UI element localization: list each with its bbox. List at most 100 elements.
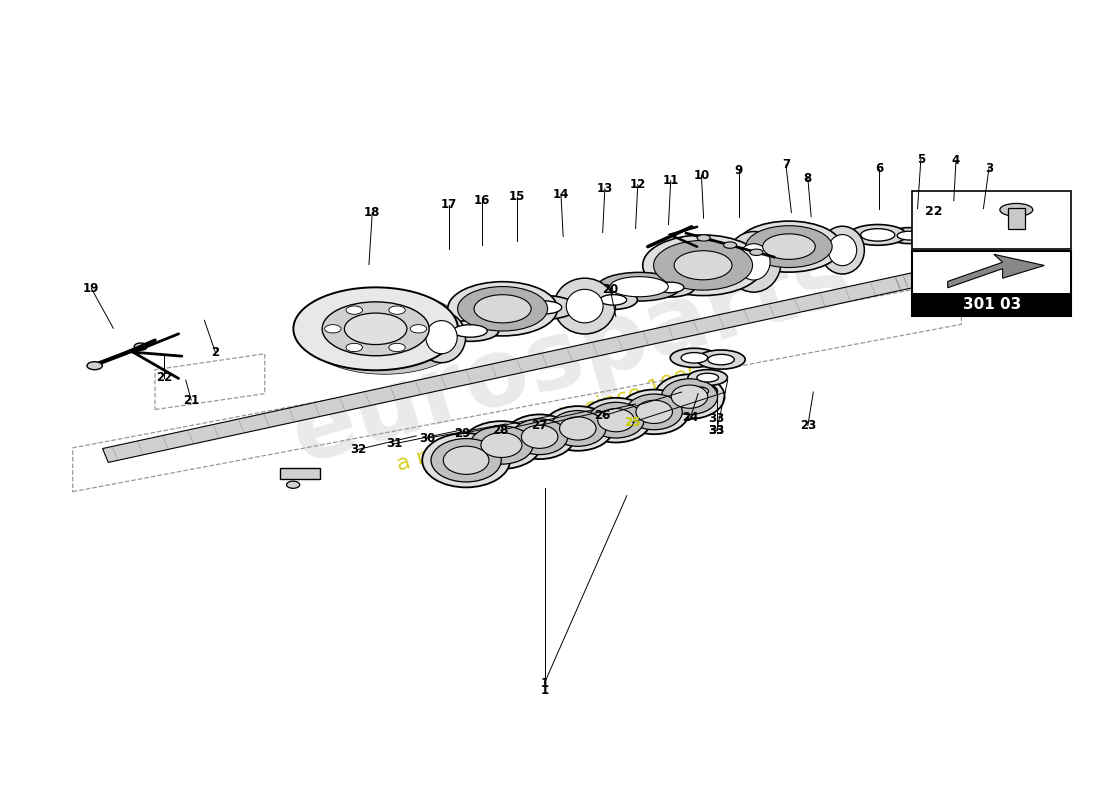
Text: 10: 10 <box>693 169 710 182</box>
Ellipse shape <box>410 325 427 333</box>
Text: 29: 29 <box>454 427 471 440</box>
Text: eurosparts: eurosparts <box>282 230 862 483</box>
Ellipse shape <box>678 383 717 399</box>
Ellipse shape <box>294 287 458 370</box>
Text: 3: 3 <box>984 162 993 175</box>
Text: 6: 6 <box>874 162 883 175</box>
Text: 14: 14 <box>553 188 569 201</box>
Bar <box>912 251 1071 316</box>
Ellipse shape <box>619 390 690 434</box>
Text: 12: 12 <box>629 178 646 191</box>
Ellipse shape <box>417 312 465 362</box>
Ellipse shape <box>736 221 842 272</box>
Ellipse shape <box>505 414 574 459</box>
Ellipse shape <box>658 282 684 293</box>
Ellipse shape <box>322 302 429 356</box>
Ellipse shape <box>849 225 906 246</box>
Text: 301 03: 301 03 <box>962 298 1021 312</box>
Text: 8: 8 <box>804 172 812 185</box>
Ellipse shape <box>688 370 727 386</box>
Ellipse shape <box>287 481 299 488</box>
Ellipse shape <box>653 241 752 290</box>
Ellipse shape <box>458 286 548 331</box>
Text: 1: 1 <box>540 685 549 698</box>
Ellipse shape <box>587 402 645 438</box>
Bar <box>912 191 1071 249</box>
Text: 27: 27 <box>531 419 547 432</box>
Ellipse shape <box>512 419 568 454</box>
Text: 32: 32 <box>350 443 366 456</box>
Text: 31: 31 <box>386 438 403 450</box>
Text: 33: 33 <box>708 424 725 437</box>
Text: 25: 25 <box>624 416 640 429</box>
Ellipse shape <box>481 433 522 458</box>
Ellipse shape <box>388 306 405 314</box>
Ellipse shape <box>550 410 606 446</box>
Ellipse shape <box>566 290 603 323</box>
Ellipse shape <box>914 220 962 239</box>
Ellipse shape <box>448 282 558 336</box>
Ellipse shape <box>346 306 363 314</box>
Ellipse shape <box>609 277 669 297</box>
Ellipse shape <box>762 234 815 259</box>
Ellipse shape <box>724 242 737 248</box>
Ellipse shape <box>686 386 708 395</box>
Ellipse shape <box>674 250 732 280</box>
Ellipse shape <box>898 231 922 240</box>
Bar <box>1008 208 1025 229</box>
Ellipse shape <box>554 278 615 334</box>
Ellipse shape <box>388 343 405 352</box>
Text: 16: 16 <box>474 194 491 207</box>
Ellipse shape <box>681 353 707 363</box>
Text: a motor for parts since 1985: a motor for parts since 1985 <box>395 365 705 475</box>
Ellipse shape <box>344 313 407 345</box>
Text: 5: 5 <box>916 153 925 166</box>
Ellipse shape <box>87 362 102 370</box>
Ellipse shape <box>697 234 711 241</box>
Ellipse shape <box>302 291 466 374</box>
Text: 23: 23 <box>800 419 816 432</box>
Ellipse shape <box>750 249 763 255</box>
Ellipse shape <box>542 406 613 450</box>
Text: 17: 17 <box>441 198 458 211</box>
Ellipse shape <box>597 272 681 301</box>
Ellipse shape <box>443 446 488 474</box>
Text: 22: 22 <box>156 371 172 384</box>
Ellipse shape <box>828 234 857 266</box>
Text: 2: 2 <box>211 346 219 358</box>
Ellipse shape <box>521 425 558 448</box>
Polygon shape <box>948 254 1044 288</box>
Text: 33: 33 <box>708 424 725 437</box>
Ellipse shape <box>1000 203 1033 216</box>
Text: 30: 30 <box>419 432 436 445</box>
Ellipse shape <box>821 226 865 274</box>
Ellipse shape <box>590 290 637 310</box>
Ellipse shape <box>888 228 932 243</box>
Ellipse shape <box>526 301 562 314</box>
Ellipse shape <box>597 409 635 432</box>
Ellipse shape <box>324 325 341 333</box>
Ellipse shape <box>474 294 531 323</box>
Text: 9: 9 <box>735 164 743 177</box>
Ellipse shape <box>441 321 498 342</box>
Ellipse shape <box>462 421 541 469</box>
Ellipse shape <box>510 295 576 319</box>
Polygon shape <box>102 258 987 462</box>
Ellipse shape <box>671 385 707 408</box>
Bar <box>912 294 1071 316</box>
Text: 33: 33 <box>708 412 725 425</box>
Text: 20: 20 <box>602 283 618 297</box>
Ellipse shape <box>696 374 718 382</box>
Ellipse shape <box>647 278 695 297</box>
Ellipse shape <box>661 378 717 414</box>
Ellipse shape <box>346 343 363 352</box>
Ellipse shape <box>626 394 682 430</box>
Ellipse shape <box>134 343 147 350</box>
Text: 13: 13 <box>596 182 613 195</box>
Text: 15: 15 <box>509 190 526 203</box>
Ellipse shape <box>426 321 458 354</box>
Ellipse shape <box>431 438 502 482</box>
Ellipse shape <box>670 348 718 367</box>
Ellipse shape <box>746 226 833 267</box>
Ellipse shape <box>737 244 770 280</box>
